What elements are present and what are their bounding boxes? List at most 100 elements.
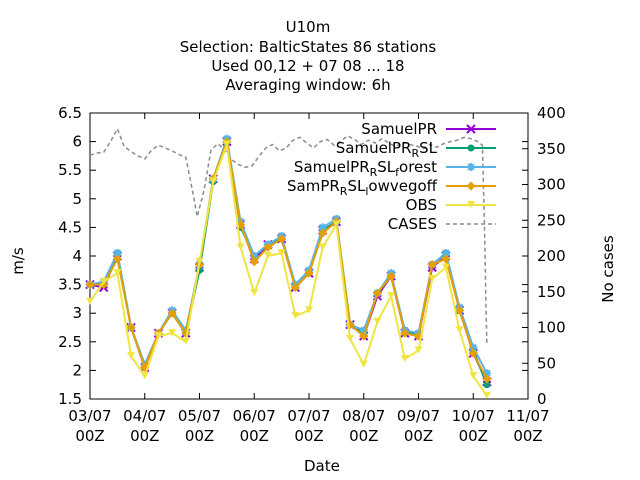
- y-tick-label: 1.5: [58, 390, 82, 408]
- y-tick-label: 4.5: [58, 218, 82, 236]
- x-tick-label-hour: 00Z: [185, 427, 214, 445]
- plot-frame: [89, 112, 529, 400]
- y-tick-label: 5: [72, 190, 82, 208]
- y2-tick-label: 400: [537, 104, 566, 122]
- series-point: [181, 337, 190, 345]
- x-tick-label-date: 08/07: [342, 407, 385, 425]
- legend-marker: [467, 163, 475, 171]
- legend-label: OBS: [406, 196, 437, 214]
- legend-marker: [466, 181, 476, 191]
- legend-label: SamuelPRRSL: [336, 139, 438, 160]
- series-point: [85, 280, 95, 290]
- chart-subtitle-window: Averaging window: 6h: [225, 76, 391, 94]
- legend-marker: [466, 124, 476, 134]
- series-point: [441, 254, 451, 264]
- series-point: [359, 326, 368, 335]
- series-line: [89, 144, 488, 397]
- series-point: [140, 372, 149, 380]
- series-point: [304, 268, 314, 278]
- legend-label: SamuelPRRSLforest: [294, 158, 437, 179]
- series-point: [469, 372, 478, 380]
- series-point: [359, 360, 368, 368]
- x-tick-label-date: 04/07: [123, 407, 166, 425]
- x-tick-label-hour: 00Z: [130, 427, 159, 445]
- y2-tick-label: 350: [537, 140, 566, 158]
- series-point: [263, 242, 273, 252]
- y2-axis-label: No cases: [599, 235, 617, 303]
- series-point: [318, 228, 328, 238]
- y2-tick-label: 150: [537, 283, 566, 301]
- series-point: [126, 323, 136, 332]
- series-point: [154, 332, 163, 340]
- legend-marker: [467, 201, 475, 208]
- series-point: [441, 249, 450, 258]
- x-tick-label-hour: 00Z: [294, 427, 323, 445]
- series-point: [250, 252, 259, 260]
- y-axis-label: m/s: [9, 247, 27, 275]
- x-tick-label-date: 03/07: [68, 407, 111, 425]
- y-tick-label: 6: [72, 133, 82, 151]
- series-point: [482, 374, 492, 384]
- series-point: [305, 306, 313, 314]
- y-tick-label: 6.5: [58, 104, 82, 122]
- y2-tick-label: 200: [537, 247, 566, 265]
- cases-line: [89, 126, 488, 346]
- series-point: [99, 277, 108, 285]
- y2-tick-label: 50: [537, 354, 556, 372]
- series-point: [372, 288, 382, 298]
- series-point: [112, 254, 122, 264]
- series-point: [386, 271, 396, 281]
- x-tick-label-hour: 00Z: [513, 427, 542, 445]
- series-point: [250, 289, 259, 297]
- series-point: [86, 297, 94, 305]
- series-point: [428, 274, 437, 282]
- series-point: [168, 329, 177, 337]
- series-point: [167, 308, 177, 318]
- chart-subtitle-selection: Selection: BalticStates 86 stations: [179, 38, 437, 56]
- x-tick-label-date: 07/07: [287, 407, 330, 425]
- series-point: [127, 352, 136, 360]
- series-line: [90, 137, 488, 380]
- chart-subtitle-used: Used 00,12 + 07 08 ... 18: [211, 57, 405, 75]
- y2-tick-label: 250: [537, 211, 566, 229]
- x-tick-label-hour: 00Z: [240, 427, 269, 445]
- series-point: [290, 282, 300, 292]
- x-tick-label-date: 05/07: [178, 407, 221, 425]
- chart-title: U10m: [285, 18, 331, 36]
- series-point: [263, 252, 272, 259]
- series-point: [482, 369, 491, 378]
- series-point: [318, 243, 327, 251]
- series-point: [236, 243, 245, 251]
- series-point: [113, 269, 122, 277]
- legend-marker: [467, 144, 475, 152]
- x-tick-label-hour: 00Z: [349, 427, 378, 445]
- x-tick-label-date: 06/07: [233, 407, 276, 425]
- y-tick-label: 2: [72, 361, 82, 379]
- legend-label: CASES: [388, 215, 437, 233]
- series-point: [455, 305, 465, 315]
- series-point: [427, 260, 437, 270]
- x-tick-label-hour: 00Z: [404, 427, 433, 445]
- legend-label: SamuelPR: [361, 120, 437, 138]
- series-point: [359, 331, 369, 341]
- y-tick-label: 3.5: [58, 276, 82, 294]
- series-point: [468, 348, 478, 358]
- x-tick-label-hour: 00Z: [75, 427, 104, 445]
- y-tick-label: 5.5: [58, 161, 82, 179]
- series-point: [277, 234, 287, 244]
- y2-tick-label: 300: [537, 176, 566, 194]
- series-point: [332, 220, 341, 228]
- series-point: [318, 223, 327, 232]
- y2-tick-label: 100: [537, 319, 566, 337]
- series-point: [483, 381, 491, 389]
- series-point: [346, 334, 355, 342]
- series-point: [373, 317, 382, 325]
- y-tick-label: 4: [72, 247, 82, 265]
- series-OBS: [86, 140, 491, 400]
- series-point: [387, 292, 396, 300]
- series-point: [400, 328, 410, 338]
- series-point: [249, 257, 259, 267]
- x-tick-label-date: 11/07: [506, 407, 549, 425]
- series-point: [291, 312, 300, 320]
